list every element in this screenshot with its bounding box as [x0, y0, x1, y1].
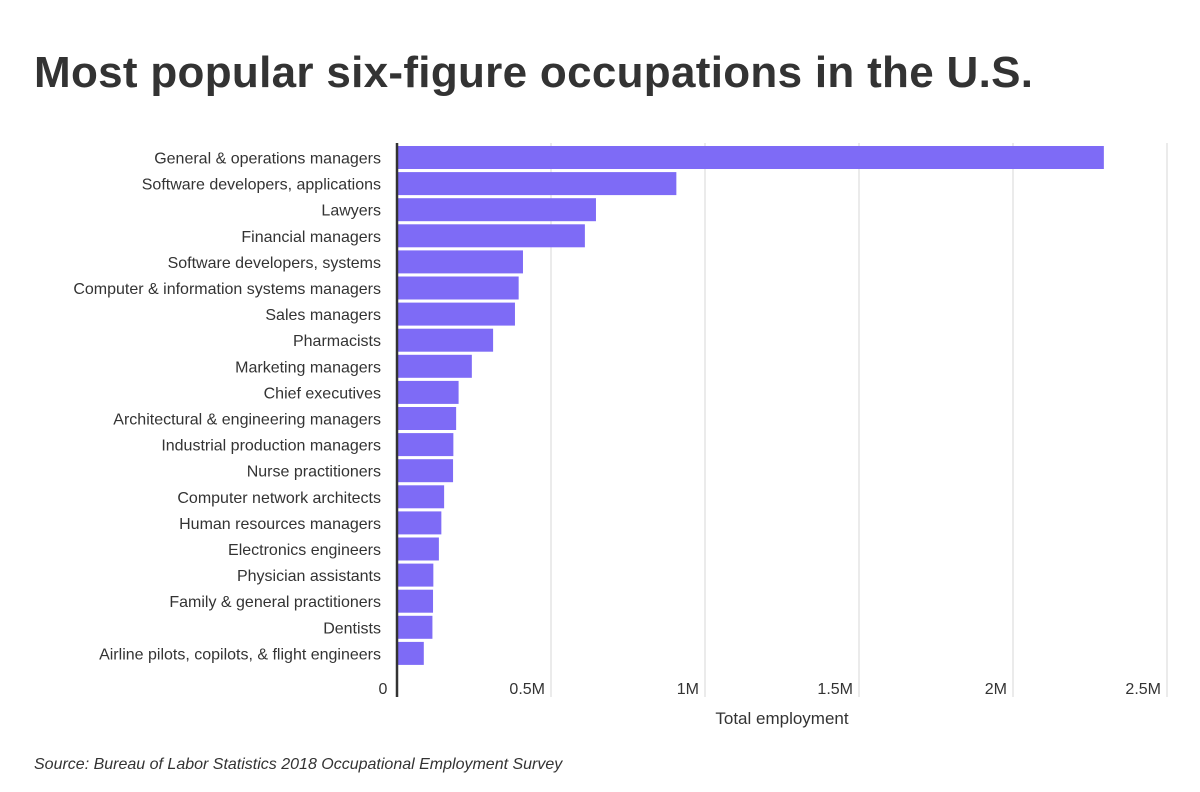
category-label: Chief executives — [264, 385, 381, 402]
category-label: Architectural & engineering managers — [113, 412, 381, 429]
bar — [397, 641, 424, 665]
category-label: Software developers, applications — [142, 177, 381, 194]
category-label: Human resources managers — [179, 516, 381, 533]
bar — [397, 146, 1104, 169]
bar — [397, 276, 519, 300]
category-label: Physician assistants — [237, 568, 381, 585]
category-label: Computer & information systems managers — [73, 281, 381, 298]
bar — [397, 224, 585, 248]
category-label: Financial managers — [241, 229, 381, 246]
bar — [397, 172, 677, 196]
category-labels: General & operations managers Software de… — [73, 151, 381, 664]
x-axis-label: Total employment — [715, 709, 849, 728]
bar — [397, 485, 445, 509]
bar — [397, 250, 523, 274]
bar — [397, 563, 434, 587]
category-label: Electronics engineers — [228, 542, 381, 559]
gridlines — [550, 143, 1168, 697]
bar — [397, 537, 439, 561]
chart-title: Most popular six-figure occupations in t… — [34, 48, 1034, 97]
bar — [397, 511, 442, 535]
x-tick-label: 1.5M — [817, 681, 853, 698]
bar — [397, 198, 596, 222]
source-note: Source: Bureau of Labor Statistics 2018 … — [34, 756, 563, 773]
category-label: Pharmacists — [293, 333, 381, 350]
category-label: Industrial production managers — [161, 438, 381, 455]
bar — [397, 302, 515, 326]
x-tick-label: 0.5M — [509, 681, 545, 698]
bar — [397, 407, 457, 430]
x-tick-labels: 0 0.5M 1M 1.5M 2M 2.5M — [379, 681, 1161, 698]
category-label: Nurse practitioners — [247, 464, 381, 481]
category-label: Sales managers — [265, 307, 381, 324]
bar — [397, 328, 494, 352]
category-label: Family & general practitioners — [169, 594, 381, 611]
category-label: Software developers, systems — [168, 255, 381, 272]
bar — [397, 380, 459, 404]
x-tick-label: 2.5M — [1125, 681, 1161, 698]
bars — [397, 146, 1104, 665]
bar — [397, 354, 472, 378]
bar — [397, 615, 433, 639]
category-label: Dentists — [323, 620, 381, 637]
x-tick-label: 2M — [985, 681, 1007, 698]
x-tick-label: 0 — [379, 681, 388, 698]
category-label: Lawyers — [321, 203, 381, 220]
bar — [397, 433, 454, 457]
category-label: Computer network architects — [177, 490, 381, 507]
category-label: Airline pilots, copilots, & flight engin… — [99, 646, 381, 663]
bar — [397, 589, 434, 613]
category-label: General & operations managers — [154, 151, 381, 168]
category-label: Marketing managers — [235, 359, 381, 376]
x-tick-label: 1M — [677, 681, 699, 698]
bar — [397, 459, 454, 483]
